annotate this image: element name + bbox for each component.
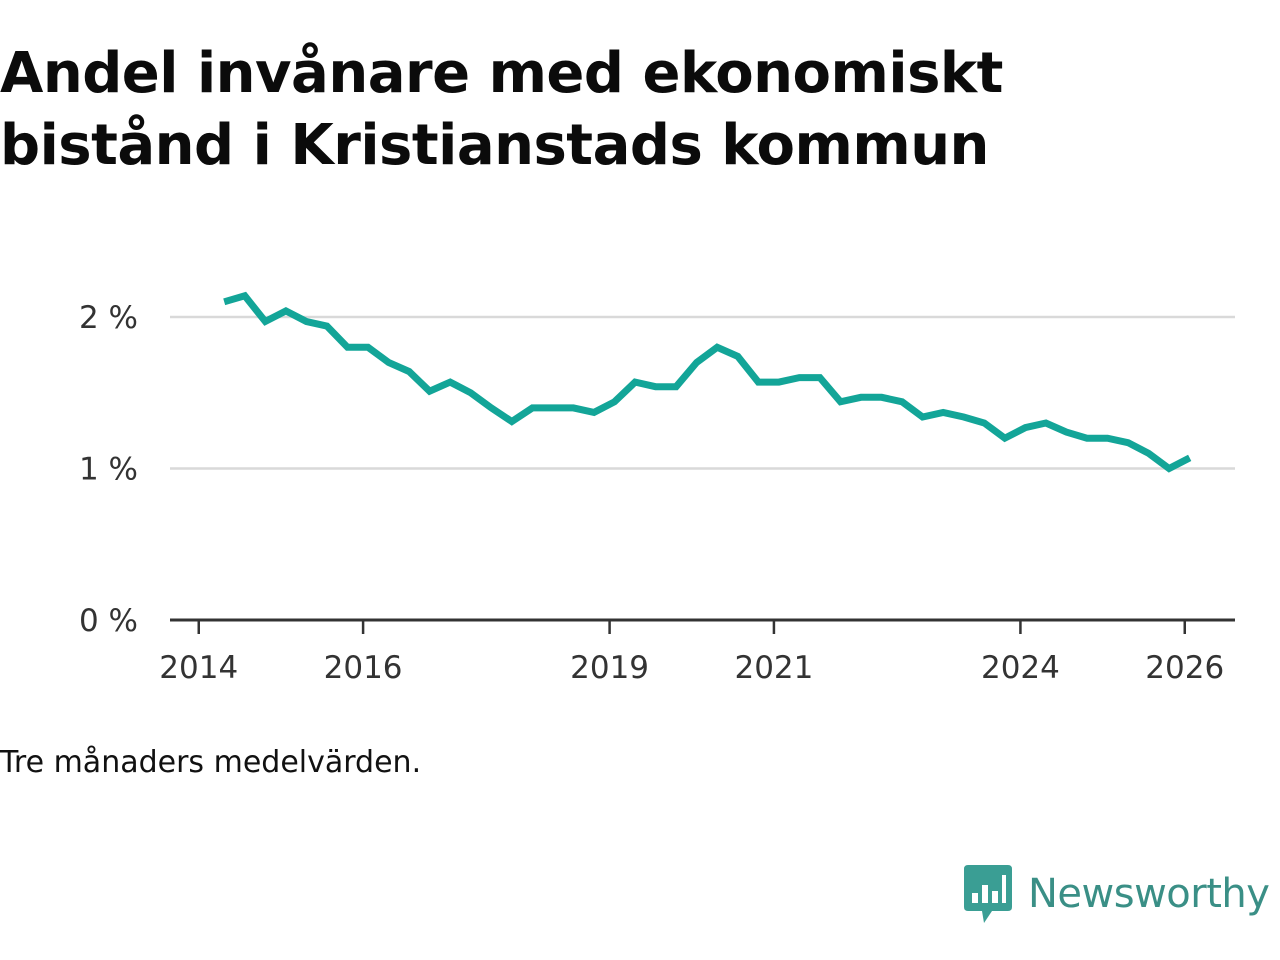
x-tick-label: 2026 [1145, 650, 1224, 686]
x-tick-label: 2016 [324, 650, 403, 686]
brand-name: Newsworthy [1028, 871, 1270, 917]
y-tick-label: 0 % [79, 603, 138, 639]
newsworthy-logo-icon [964, 865, 1012, 923]
series-line [223, 291, 1192, 473]
brand-logo: Newsworthy [962, 862, 1270, 926]
chart-title: Andel invånare med ekonomiskt bistånd i … [0, 41, 1003, 178]
y-tick-label: 1 % [79, 452, 138, 488]
chart-note: Tre månaders medelvärden. [0, 745, 422, 780]
x-tick-label: 2021 [734, 650, 813, 686]
x-tick-label: 2014 [159, 650, 238, 686]
x-tick-label: 2019 [570, 650, 649, 686]
x-tick-label: 2024 [981, 650, 1060, 686]
line-chart: 0 % 1 % 2 % 2014 2016 2019 2021 2024 2026 [79, 291, 1235, 686]
y-tick-label: 2 % [79, 300, 138, 336]
